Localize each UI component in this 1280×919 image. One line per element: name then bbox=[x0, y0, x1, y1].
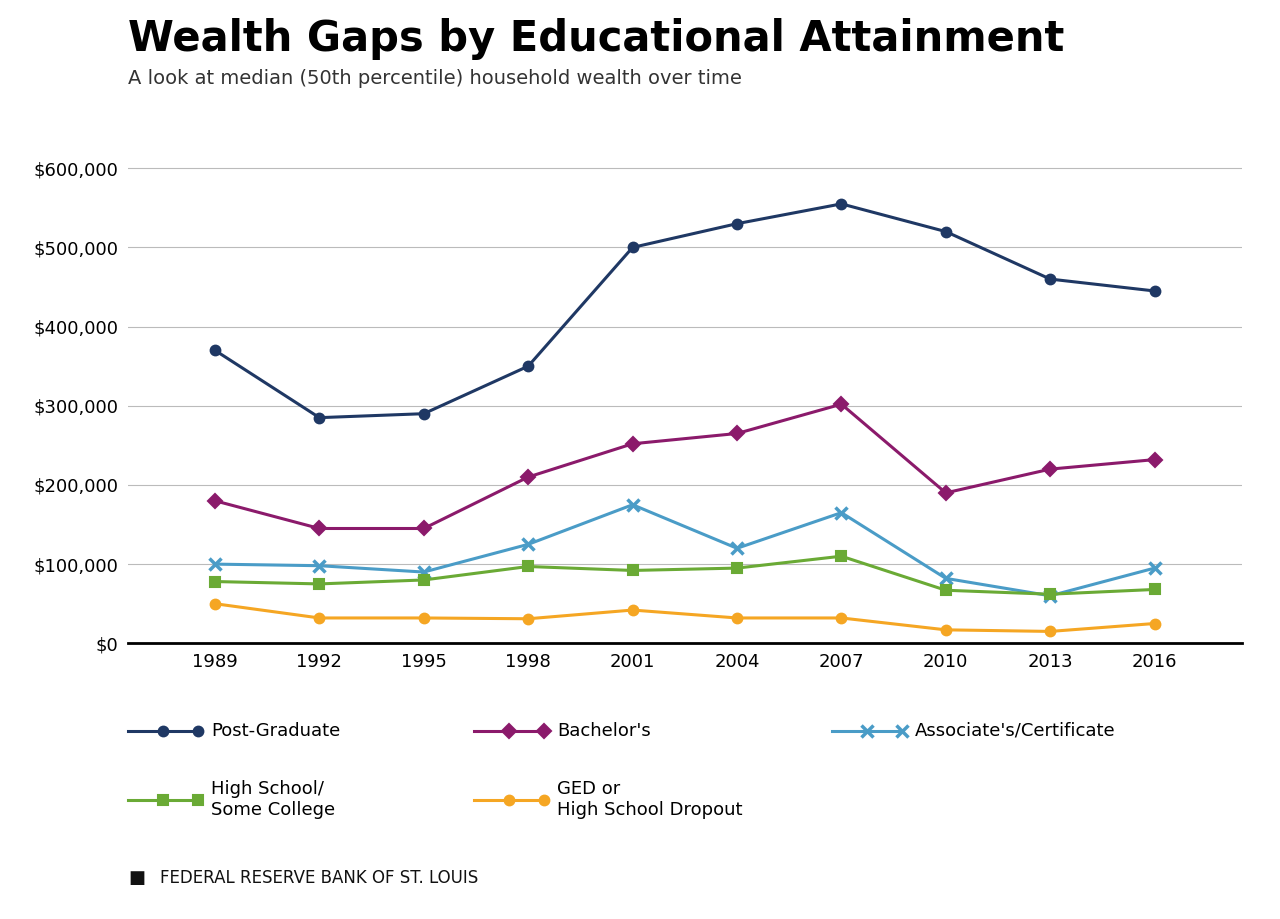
Text: A look at median (50th percentile) household wealth over time: A look at median (50th percentile) house… bbox=[128, 69, 742, 88]
Text: High School/
Some College: High School/ Some College bbox=[211, 780, 335, 819]
Text: Associate's/Certificate: Associate's/Certificate bbox=[915, 721, 1116, 740]
Text: GED or
High School Dropout: GED or High School Dropout bbox=[557, 780, 742, 819]
Text: Wealth Gaps by Educational Attainment: Wealth Gaps by Educational Attainment bbox=[128, 18, 1065, 61]
Text: Post-Graduate: Post-Graduate bbox=[211, 721, 340, 740]
Text: ■: ■ bbox=[128, 868, 145, 887]
Text: FEDERAL RESERVE BANK OF ST. LOUIS: FEDERAL RESERVE BANK OF ST. LOUIS bbox=[160, 868, 479, 887]
Text: Bachelor's: Bachelor's bbox=[557, 721, 650, 740]
